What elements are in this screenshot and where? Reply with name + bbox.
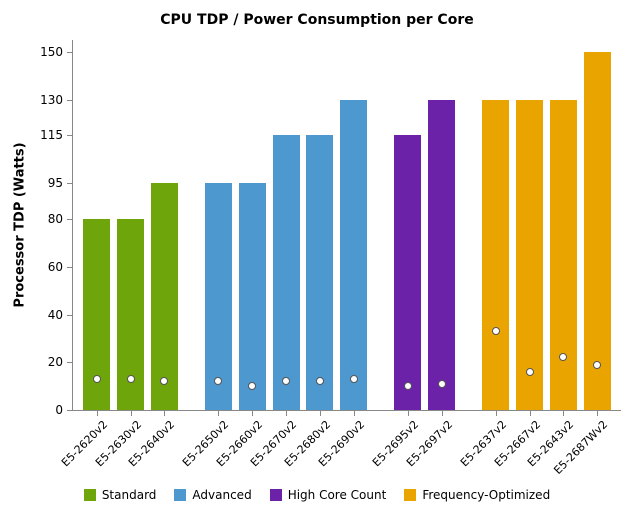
bar [516, 100, 543, 410]
legend-swatch [404, 489, 416, 501]
percore-marker [282, 377, 290, 385]
percore-marker [559, 353, 567, 361]
percore-marker [438, 380, 446, 388]
legend-swatch [174, 489, 186, 501]
legend: Standard Advanced High Core Count Frequency… [0, 488, 634, 502]
y-axis-label: Processor TDP (Watts) [13, 142, 28, 307]
ytick-label: 150 [40, 45, 73, 59]
bar [482, 100, 509, 410]
percore-marker [350, 375, 358, 383]
ytick-label: 95 [48, 176, 73, 190]
bar [151, 183, 178, 410]
xtick-line [563, 410, 564, 416]
xtick-line [97, 410, 98, 416]
legend-label: Standard [102, 488, 157, 502]
bar [584, 52, 611, 410]
legend-swatch [270, 489, 282, 501]
percore-marker [214, 377, 222, 385]
percore-marker [248, 382, 256, 390]
xtick-line [164, 410, 165, 416]
legend-label: Frequency-Optimized [422, 488, 550, 502]
xtick-line [286, 410, 287, 416]
legend-swatch [84, 489, 96, 501]
ytick-label: 115 [40, 128, 73, 142]
legend-item: Standard [84, 488, 157, 502]
percore-marker [404, 382, 412, 390]
ytick-label: 0 [55, 403, 73, 417]
bar [340, 100, 367, 410]
percore-marker [593, 361, 601, 369]
xtick-line [131, 410, 132, 416]
plot-area: 02040608095115130150E5-2620v2E5-2630v2E5… [72, 40, 621, 411]
percore-marker [127, 375, 135, 383]
bar [205, 183, 232, 410]
chart-container: CPU TDP / Power Consumption per Core Pro… [0, 0, 634, 510]
bar [394, 135, 421, 410]
bar [306, 135, 333, 410]
ytick-label: 60 [48, 260, 73, 274]
bar [550, 100, 577, 410]
legend-label: Advanced [192, 488, 251, 502]
chart-title: CPU TDP / Power Consumption per Core [0, 12, 634, 28]
legend-label: High Core Count [288, 488, 387, 502]
bar [239, 183, 266, 410]
legend-item: Advanced [174, 488, 251, 502]
bar [273, 135, 300, 410]
percore-marker [160, 377, 168, 385]
ytick-label: 40 [48, 308, 73, 322]
ytick-label: 20 [48, 355, 73, 369]
percore-marker [93, 375, 101, 383]
xtick-line [408, 410, 409, 416]
xtick-line [496, 410, 497, 416]
xtick-line [252, 410, 253, 416]
bar [428, 100, 455, 410]
percore-marker [526, 368, 534, 376]
legend-item: Frequency-Optimized [404, 488, 550, 502]
xtick-line [354, 410, 355, 416]
xtick-line [320, 410, 321, 416]
xtick-line [597, 410, 598, 416]
xtick-line [530, 410, 531, 416]
legend-item: High Core Count [270, 488, 387, 502]
ytick-label: 80 [48, 212, 73, 226]
ytick-label: 130 [40, 93, 73, 107]
xtick-line [218, 410, 219, 416]
percore-marker [316, 377, 324, 385]
percore-marker [492, 327, 500, 335]
xtick-line [442, 410, 443, 416]
